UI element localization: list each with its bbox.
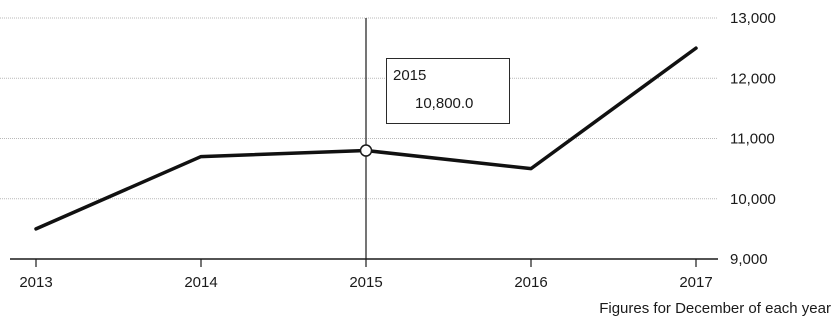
x-axis-labels: 2013 2014 2015 2016 2017	[19, 274, 712, 291]
x-tick-label: 2016	[514, 274, 547, 291]
x-tick-label: 2017	[679, 274, 712, 291]
x-tick-label: 2015	[349, 274, 382, 291]
gridlines	[0, 17, 718, 200]
highlight	[359, 18, 373, 259]
highlight-point[interactable]	[359, 144, 373, 157]
y-axis-labels: 9,000 10,000 11,000 12,000 13,000	[730, 10, 776, 268]
x-tick-label: 2014	[184, 274, 217, 291]
y-tick-label: 11,000	[730, 131, 775, 148]
y-tick-label: 13,000	[730, 10, 776, 27]
tooltip-year: 2015	[393, 67, 427, 84]
y-tick-label: 12,000	[730, 70, 776, 87]
y-tick-label: 9,000	[730, 251, 768, 268]
x-tick-label: 2013	[19, 274, 52, 291]
y-tick-label: 10,000	[730, 191, 776, 208]
chart-caption: Figures for December of each year	[599, 300, 831, 317]
data-tooltip: 2015 10,800.0	[386, 58, 510, 124]
x-axis	[10, 258, 718, 267]
tooltip-value: 10,800.0	[415, 95, 474, 112]
